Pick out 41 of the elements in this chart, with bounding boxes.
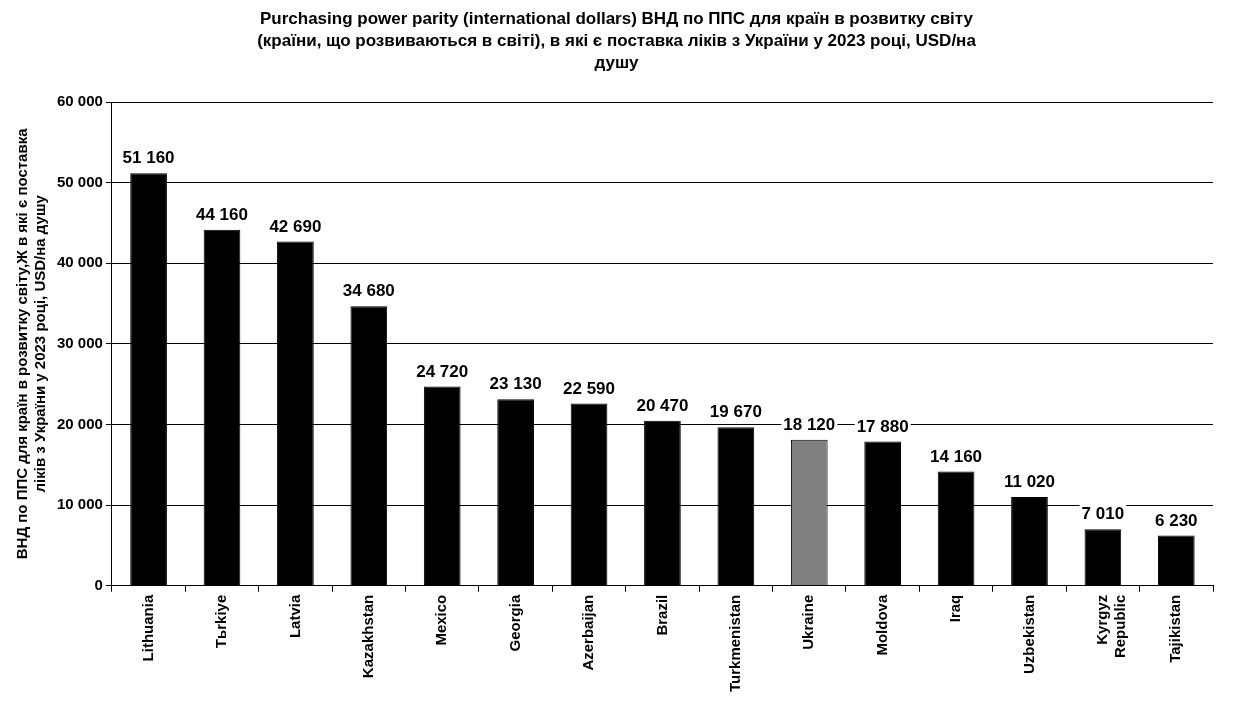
data-label: 6 230: [1155, 510, 1198, 530]
x-tick-label: Georgia: [505, 594, 523, 652]
y-tick-label: 10 000: [56, 495, 103, 513]
x-tick-label: Latvia: [285, 594, 303, 639]
y-tick-label: 40 000: [56, 253, 103, 271]
data-label: 51 160: [122, 148, 175, 168]
y-tick-label: 20 000: [56, 414, 103, 432]
x-tick-label: Ukraine: [799, 594, 817, 650]
x-tick-label: Iraq: [946, 594, 964, 623]
data-label: 20 470: [636, 395, 689, 415]
bar: [1084, 529, 1122, 586]
data-label: 19 670: [709, 402, 762, 422]
chart-title: Purchasing power parity (international dollars) ВНД по ППС для країн в розвитку світу (країни, що розвиваються в світі), в які є поставка ліків з України у 2023 році, USD/на душу: [256, 8, 977, 74]
data-label: 34 680: [342, 281, 395, 301]
bar: [1157, 535, 1195, 586]
data-label: 23 130: [489, 374, 542, 394]
data-label: 11 020: [1003, 472, 1056, 492]
data-label: 14 160: [930, 446, 983, 466]
x-tick-label: Uzbekistan: [1019, 594, 1037, 674]
y-tick-label: 50 000: [56, 172, 103, 190]
x-tick-label: Kazakhstan: [358, 594, 376, 679]
y-axis-title: ВНД по ППС для країн в розвитку світу,Ж в які є поставка ліків з України у 2023 році, USD/на душу: [13, 127, 49, 560]
y-tick-label: 0: [94, 575, 103, 593]
data-label: 7 010: [1081, 504, 1125, 524]
data-label: 18 120: [783, 414, 836, 434]
y-tick-label: 30 000: [56, 334, 103, 352]
data-label: 22 590: [563, 378, 616, 398]
x-tick-label: Mexico: [432, 594, 450, 646]
x-tick-label: Lithuania: [138, 594, 156, 662]
data-label: 42 690: [269, 216, 322, 236]
x-tick-label: Tajikistan: [1166, 594, 1184, 663]
x-tick-label: Moldova: [872, 594, 890, 656]
x-tick-label: Kyrgyz Republic: [1093, 594, 1129, 659]
x-tick-label: Turkmenistan: [725, 594, 743, 693]
x-tick-label: Tьrkiye: [212, 594, 230, 649]
data-label: 24 720: [416, 361, 469, 381]
data-label: 44 160: [195, 204, 248, 224]
x-tick-label: Brazil: [652, 594, 670, 636]
x-tick-label: Azerbaijan: [579, 594, 597, 671]
data-label: 17 880: [856, 416, 909, 436]
y-tick-label: 60 000: [56, 92, 103, 110]
